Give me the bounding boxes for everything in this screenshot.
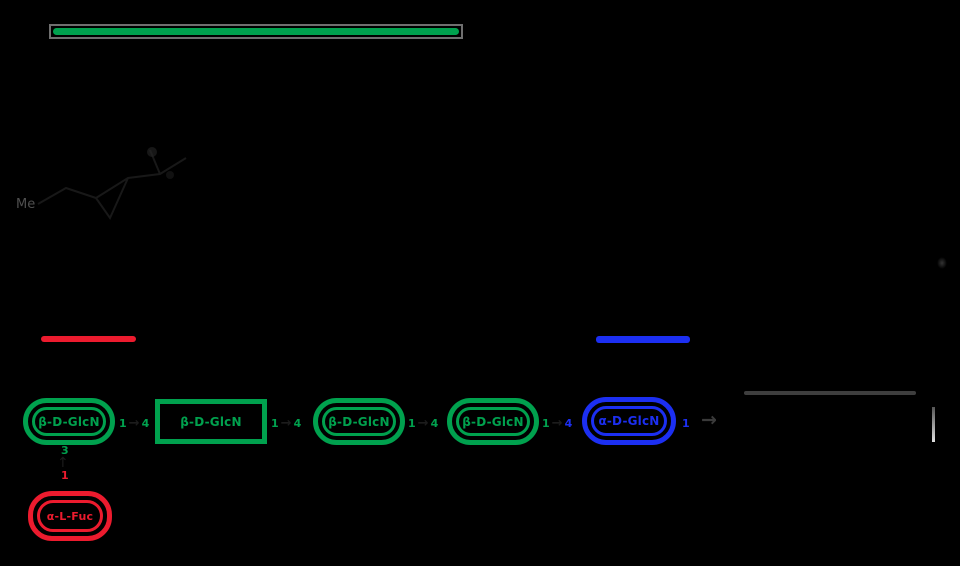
linkage-arrow-icon: → [551, 416, 563, 431]
branch-fucose-locant: 1 [61, 469, 69, 482]
residue-inner-ring: α-D-GlcN [591, 406, 667, 436]
linkage-arrow-icon: → [128, 416, 140, 431]
acyl-chain-highlight-bar [49, 24, 463, 39]
linkage-from-locant: 1 [408, 417, 416, 430]
linkage-1-4: 1 → 4 [542, 415, 579, 433]
residue-alpha-l-fuc: α-L-Fuc [28, 491, 112, 541]
acyl-chain-highlight-fill [53, 28, 459, 35]
linkage-from-locant: 1 [271, 417, 279, 430]
residue-beta-d-glcn-1: β-D-GlcN [23, 398, 115, 445]
reducing-end-underline [744, 391, 916, 395]
residue-beta-d-glcn-2: β-D-GlcN [155, 399, 267, 444]
blue-legend-line [596, 336, 690, 343]
terminal-locant: 1 [682, 415, 694, 433]
residue-label: α-D-GlcN [598, 414, 660, 428]
residue-inner-ring: β-D-GlcN [322, 407, 396, 436]
terminal-arrow-icon: → [701, 409, 717, 431]
residue-inner-ring: α-L-Fuc [37, 500, 103, 532]
linkage-to-locant: 4 [564, 417, 573, 430]
branch-arrow-icon: ↑ [57, 455, 69, 471]
residue-inner-ring: β-D-GlcN [32, 407, 106, 436]
linkage-from-locant: 1 [119, 417, 127, 430]
residue-inner-ring: β-D-GlcN [456, 407, 530, 436]
linkage-arrow-icon: → [417, 416, 429, 431]
sketch-blob [147, 147, 157, 157]
faint-smudge [937, 257, 947, 269]
residue-alpha-d-glcn: α-D-GlcN [582, 397, 676, 445]
linkage-1-4: 1 → 4 [119, 415, 153, 433]
linkage-from-locant: 1 [542, 417, 550, 430]
residue-label: β-D-GlcN [38, 414, 100, 429]
linkage-to-locant: 4 [141, 417, 150, 430]
sketch-blob [166, 171, 174, 179]
linkage-1-4: 1 → 4 [271, 415, 309, 433]
linkage-arrow-icon: → [280, 416, 292, 431]
residue-beta-d-glcn-4: β-D-GlcN [447, 398, 539, 445]
methyl-label: Me [16, 197, 35, 212]
fatty-acid-structure-sketch: Me [16, 147, 187, 221]
residue-inner: β-D-GlcN [164, 408, 258, 435]
branch-backbone-locant: 3 [61, 444, 69, 457]
linkage-to-locant: 4 [430, 417, 439, 430]
residue-label: β-D-GlcN [180, 414, 242, 429]
residue-beta-d-glcn-3: β-D-GlcN [313, 398, 405, 445]
terminal-locant-digit: 1 [682, 417, 690, 430]
residue-label: β-D-GlcN [462, 414, 524, 429]
red-legend-line [41, 336, 136, 342]
right-tick-mark [932, 407, 935, 442]
linkage-1-4: 1 → 4 [408, 415, 445, 433]
residue-label: α-L-Fuc [46, 509, 94, 523]
linkage-to-locant: 4 [293, 417, 302, 430]
residue-label: β-D-GlcN [328, 414, 390, 429]
